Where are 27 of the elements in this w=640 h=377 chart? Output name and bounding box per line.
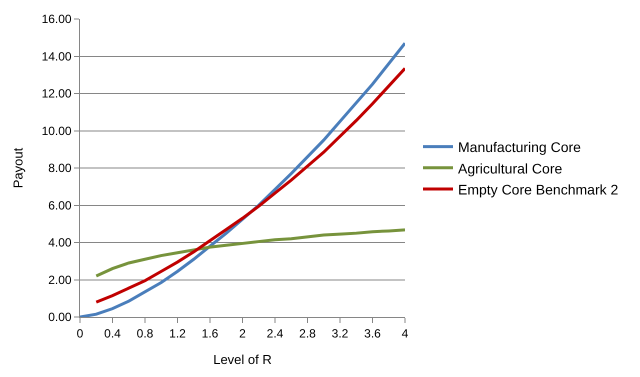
line-series [94, 228, 405, 278]
x-tick-label: 2.8 [299, 326, 316, 340]
legend-label: Empty Core Benchmark 2 [458, 181, 618, 198]
x-tick-label: 1.2 [169, 326, 186, 340]
y-tick-label: 2.00 [48, 272, 72, 287]
x-tick-label: 2 [239, 326, 246, 340]
legend-label: Manufacturing Core [458, 139, 582, 156]
line-series [94, 66, 405, 304]
y-tick-label: 14.00 [42, 49, 72, 64]
y-tick-label: 16.00 [42, 12, 72, 26]
x-axis-title: Level of R [213, 352, 272, 367]
y-tick-label: 12.00 [42, 86, 72, 101]
x-tick-label: 3.6 [364, 326, 382, 340]
y-tick-label: 0.00 [48, 310, 72, 324]
x-tick-label: 3.2 [332, 326, 349, 340]
y-tick-label: 4.00 [48, 236, 72, 250]
legend-label: Agricultural Core [458, 160, 562, 176]
x-tick-label: 1.6 [202, 326, 219, 340]
x-tick-label: 0.4 [104, 326, 122, 340]
y-tick-label: 6.00 [48, 198, 72, 212]
x-tick-label: 4 [402, 326, 409, 340]
y-axis-title: Payout [10, 147, 26, 188]
y-tick-label: 8.00 [48, 161, 72, 176]
x-tick-label: 0.8 [136, 326, 154, 340]
x-tick-label: 0 [76, 326, 84, 340]
y-tick-label: 10.00 [42, 124, 72, 138]
x-tick-label: 2.4 [266, 326, 284, 340]
